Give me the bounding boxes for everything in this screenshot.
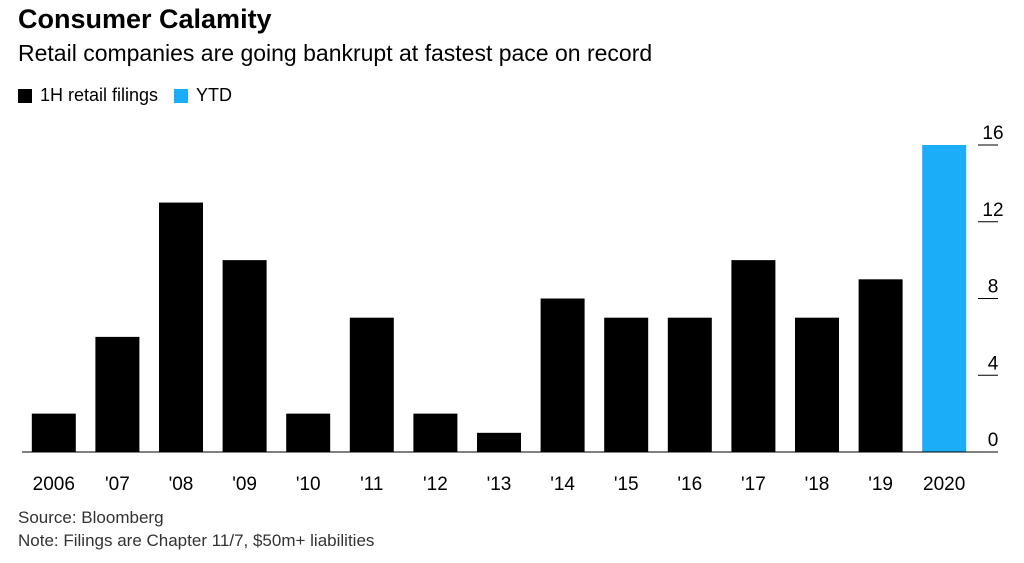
y-tick-label: 16 [982,123,1003,144]
chart-subtitle: Retail companies are going bankrupt at f… [18,40,653,66]
bar-filings-13 [858,279,903,452]
bar-filings-6 [413,413,458,452]
legend-item-ytd: YTD [174,85,232,106]
legend-swatch-ytd [174,88,189,103]
bar-filings-1 [95,336,140,452]
x-tick-label: '07 [105,474,130,495]
x-tick-label: '12 [423,474,448,495]
source-note: Source: Bloomberg [18,508,164,527]
y-tick-label: 4 [988,353,999,374]
x-tick-label: '19 [868,474,893,495]
bar-filings-4 [286,413,331,452]
footnote: Note: Filings are Chapter 11/7, $50m+ li… [18,531,375,550]
x-tick-label: '09 [232,474,257,495]
bar-filings-9 [604,317,649,452]
bar-filings-5 [349,317,394,452]
x-tick-label: 2006 [33,474,75,495]
bar-filings-10 [667,317,712,452]
x-tick-label: '17 [741,474,766,495]
bar-filings-3 [222,260,267,452]
legend: 1H retail filings YTD [18,85,248,106]
legend-swatch-filings [18,88,32,103]
y-tick-label: 0 [988,430,999,451]
bar-filings-11 [731,260,776,452]
x-tick-label: 2020 [923,474,965,495]
legend-item-filings: 1H retail filings [18,85,158,106]
bar-filings-2 [159,202,203,452]
x-tick-label: '08 [169,474,194,495]
bar-filings-7 [477,432,521,452]
x-tick-label: '11 [360,474,383,495]
y-tick-label: 12 [982,200,1003,221]
x-tick-label: '10 [296,474,321,495]
x-tick-label: '13 [487,474,512,495]
x-tick-label: '14 [550,474,575,495]
bar-filings-0 [31,413,76,452]
x-tick-label: '18 [805,474,830,495]
x-tick-label: '15 [614,474,639,495]
y-tick-label: 8 [988,277,999,298]
legend-label-ytd: YTD [196,85,233,105]
x-tick-label: '16 [677,474,702,495]
chart-title: Consumer Calamity [18,4,272,34]
legend-label-filings: 1H retail filings [40,85,159,105]
bar-ytd-14 [922,145,967,452]
bar-filings-12 [795,317,839,452]
bar-filings-8 [540,298,585,452]
